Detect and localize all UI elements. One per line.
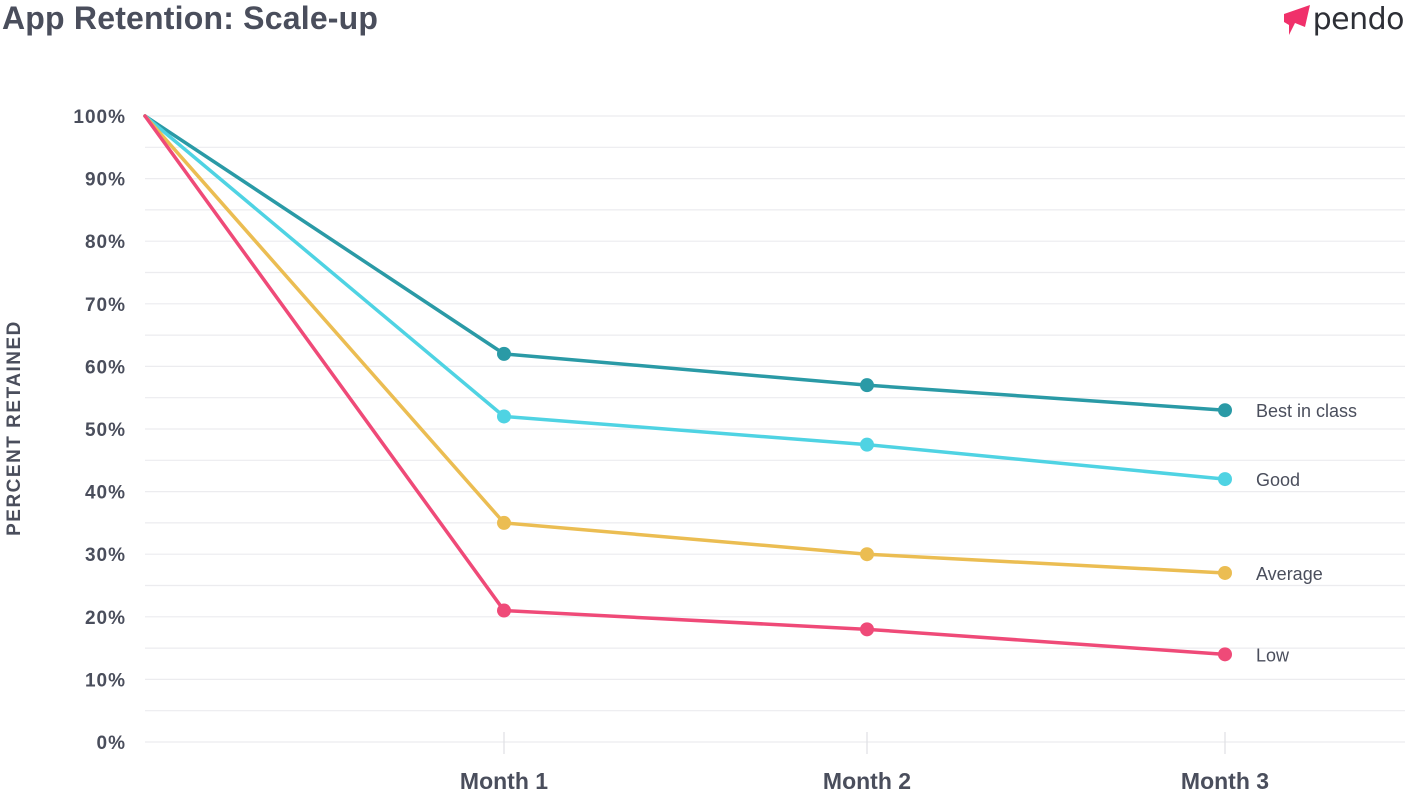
data-point — [860, 622, 874, 637]
y-tick-label: 100% — [73, 107, 126, 128]
series-label: Best in class — [1256, 401, 1357, 421]
series-label: Low — [1256, 645, 1290, 665]
brand-logo: pendo — [1283, 0, 1405, 40]
data-point — [860, 378, 874, 393]
y-axis-label: PERCENT RETAINED — [4, 320, 25, 536]
y-tick-label: 60% — [85, 357, 126, 378]
y-tick-label: 0% — [97, 733, 126, 754]
y-tick-label: 80% — [85, 232, 126, 253]
data-point — [1218, 565, 1232, 580]
series-line — [143, 114, 1227, 575]
gridlines — [145, 115, 1405, 743]
data-point — [860, 437, 874, 452]
chart-title: App Retention: Scale-up — [2, 0, 379, 36]
series-label: Good — [1256, 470, 1300, 490]
data-point — [860, 547, 874, 562]
data-point — [1218, 403, 1232, 418]
y-tick-label: 20% — [85, 608, 126, 629]
data-point — [1218, 472, 1232, 487]
series-label: Average — [1256, 564, 1323, 584]
data-point — [497, 409, 511, 424]
y-axis-tick-labels: 0% 10% 20% 30% 40% 50% 60% 70% 80% 90% 100% — [73, 107, 126, 754]
x-tick-label: Month 1 — [460, 768, 548, 792]
data-point — [1218, 647, 1232, 662]
data-point — [497, 603, 511, 618]
brand-name: pendo — [1312, 2, 1405, 37]
x-tick-label: Month 2 — [823, 768, 911, 792]
series-line — [143, 114, 1227, 657]
pendo-logo-icon — [1283, 5, 1310, 35]
series-line — [143, 114, 1227, 412]
y-tick-label: 40% — [85, 483, 126, 504]
x-axis-tick-labels: Month 1 Month 2 Month 3 — [460, 768, 1269, 792]
x-axis-ticks — [503, 732, 1226, 754]
series-lines — [143, 114, 1227, 657]
data-point — [497, 515, 511, 530]
series-line — [143, 114, 1227, 481]
y-tick-label: 70% — [85, 295, 126, 316]
y-tick-label: 30% — [85, 545, 126, 566]
y-tick-label: 90% — [85, 170, 126, 191]
series-labels: Best in class Good Average Low — [1256, 401, 1357, 665]
series-points — [497, 346, 1232, 662]
data-point — [497, 346, 511, 361]
x-tick-label: Month 3 — [1181, 768, 1269, 792]
y-tick-label: 50% — [85, 420, 126, 441]
y-tick-label: 10% — [85, 670, 126, 691]
